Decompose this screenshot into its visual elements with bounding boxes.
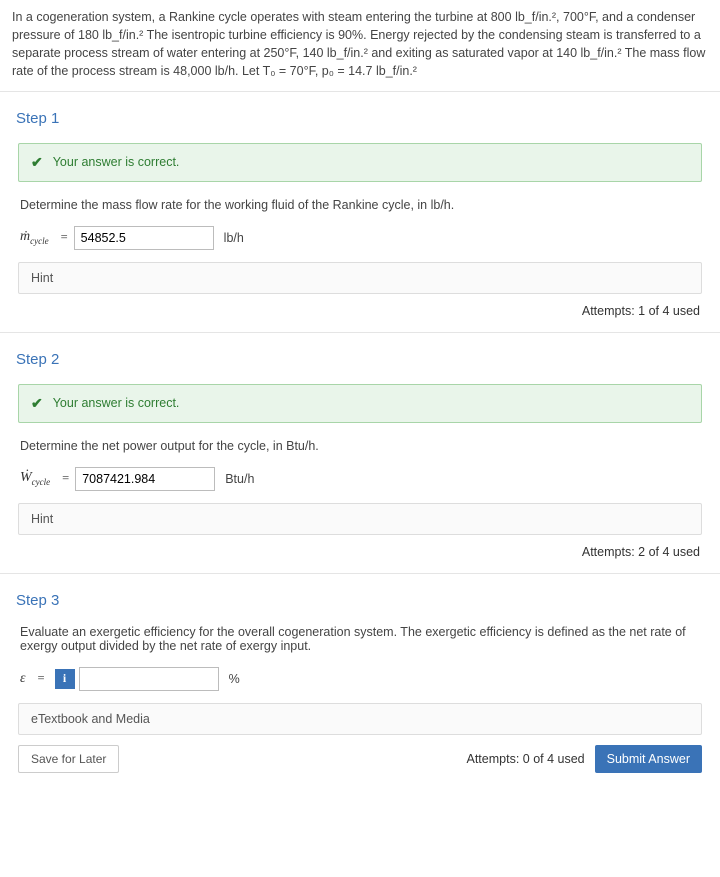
step-3-answer-input[interactable] [79,667,219,691]
check-icon: ✔ [31,154,43,171]
step-3-title: Step 3 [16,592,708,609]
step-2-banner-text: Your answer is correct. [53,396,180,410]
info-icon[interactable]: i [55,669,75,689]
step-3-unit: % [229,672,240,686]
save-for-later-button[interactable]: Save for Later [18,745,119,773]
problem-statement: In a cogeneration system, a Rankine cycl… [0,0,720,92]
step-1-answer-input[interactable] [74,226,214,250]
step-1-correct-banner: ✔ Your answer is correct. [18,143,702,182]
step-3-answer-row: ε = i % [20,667,700,691]
step-3-prompt: Evaluate an exergetic efficiency for the… [20,625,700,653]
step-1-hint-button[interactable]: Hint [18,262,702,294]
step-2-unit: Btu/h [225,472,254,486]
step-3-block: Step 3 Evaluate an exergetic efficiency … [0,574,720,787]
step-2-prompt: Determine the net power output for the c… [20,439,700,453]
step-2-variable: Ẇcycle [20,470,50,487]
step-2-block: Step 2 ✔ Your answer is correct. Determi… [0,333,720,574]
step-1-block: Step 1 ✔ Your answer is correct. Determi… [0,92,720,333]
step-3-footer: Save for Later Attempts: 0 of 4 used Sub… [18,745,702,773]
check-icon: ✔ [31,395,43,412]
step-2-answer-row: Ẇcycle = Btu/h [20,467,700,491]
etextbook-button[interactable]: eTextbook and Media [18,703,702,735]
step-1-attempts: Attempts: 1 of 4 used [12,304,700,318]
step-2-hint-button[interactable]: Hint [18,503,702,535]
step-2-correct-banner: ✔ Your answer is correct. [18,384,702,423]
step-1-variable: ṁcycle [20,229,49,246]
step-1-unit: lb/h [224,231,244,245]
step-1-title: Step 1 [16,110,708,127]
step-2-title: Step 2 [16,351,708,368]
step-3-variable: ε [20,671,26,687]
step-1-answer-row: ṁcycle = lb/h [20,226,700,250]
equals-sign: = [38,671,45,686]
step-2-answer-input[interactable] [75,467,215,491]
submit-answer-button[interactable]: Submit Answer [595,745,702,773]
step-3-attempts: Attempts: 0 of 4 used [467,752,585,766]
equals-sign: = [62,471,69,486]
step-2-attempts: Attempts: 2 of 4 used [12,545,700,559]
step-1-banner-text: Your answer is correct. [53,155,180,169]
step-1-prompt: Determine the mass flow rate for the wor… [20,198,700,212]
equals-sign: = [61,230,68,245]
